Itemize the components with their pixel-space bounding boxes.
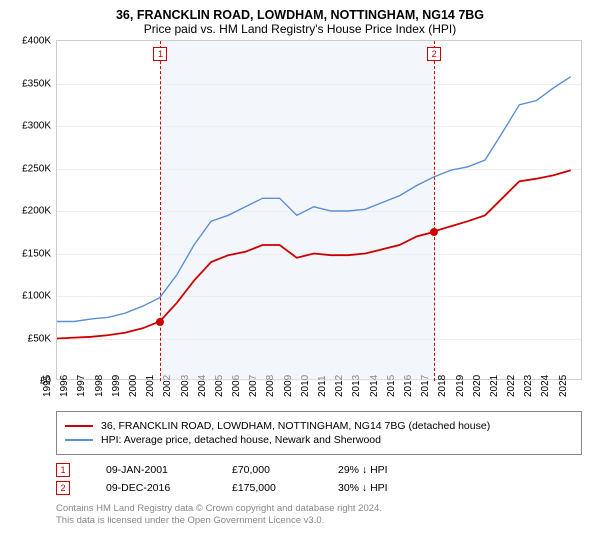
plot-region: £0£50K£100K£150K£200K£250K£300K£350K£400… <box>56 40 582 380</box>
y-axis-label: £150K <box>11 248 51 259</box>
sale-price: £70,000 <box>232 464 302 476</box>
legend-item: 36, FRANCKLIN ROAD, LOWDHAM, NOTTINGHAM,… <box>65 420 573 432</box>
sale-point-marker <box>430 228 438 236</box>
x-axis-label: 1995 <box>42 375 53 397</box>
chart-subtitle: Price paid vs. HM Land Registry's House … <box>10 22 590 36</box>
sale-date: 09-DEC-2016 <box>106 482 196 494</box>
footer-line: This data is licensed under the Open Gov… <box>56 515 590 527</box>
sale-row: 2 09-DEC-2016 £175,000 30% ↓ HPI <box>56 481 582 495</box>
legend: 36, FRANCKLIN ROAD, LOWDHAM, NOTTINGHAM,… <box>56 411 582 455</box>
sale-row: 1 09-JAN-2001 £70,000 29% ↓ HPI <box>56 463 582 477</box>
sale-delta: 29% ↓ HPI <box>338 464 388 476</box>
sales-table: 1 09-JAN-2001 £70,000 29% ↓ HPI 2 09-DEC… <box>56 463 582 495</box>
footer-line: Contains HM Land Registry data © Crown c… <box>56 503 590 515</box>
chart-area: £0£50K£100K£150K£200K£250K£300K£350K£400… <box>56 40 582 405</box>
y-axis-label: £50K <box>11 333 51 344</box>
y-axis-label: £200K <box>11 206 51 217</box>
y-axis-label: £350K <box>11 78 51 89</box>
sale-price: £175,000 <box>232 482 302 494</box>
y-axis-label: £100K <box>11 291 51 302</box>
series-hpi <box>57 77 571 322</box>
legend-swatch <box>65 425 93 427</box>
footer: Contains HM Land Registry data © Crown c… <box>56 503 590 528</box>
sale-delta: 30% ↓ HPI <box>338 482 388 494</box>
legend-item: HPI: Average price, detached house, Newa… <box>65 434 573 446</box>
y-axis-label: £250K <box>11 163 51 174</box>
legend-label: 36, FRANCKLIN ROAD, LOWDHAM, NOTTINGHAM,… <box>101 420 490 432</box>
sale-date: 09-JAN-2001 <box>106 464 196 476</box>
series-property <box>57 170 571 338</box>
sale-index-box: 2 <box>56 481 70 495</box>
chart-title: 36, FRANCKLIN ROAD, LOWDHAM, NOTTINGHAM,… <box>10 8 590 22</box>
sale-point-marker <box>156 318 164 326</box>
sale-index-box: 1 <box>56 463 70 477</box>
legend-label: HPI: Average price, detached house, Newa… <box>101 434 381 446</box>
legend-swatch <box>65 439 93 441</box>
y-axis-label: £300K <box>11 121 51 132</box>
y-axis-label: £400K <box>11 36 51 47</box>
